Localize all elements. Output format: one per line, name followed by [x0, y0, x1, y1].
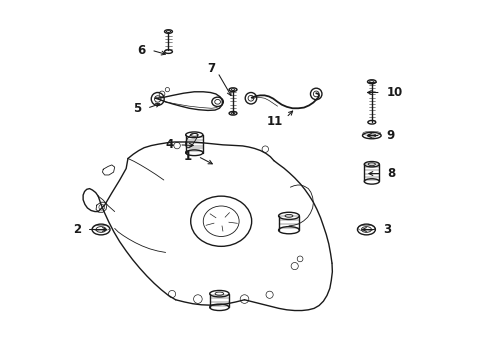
Text: 6: 6 — [137, 44, 145, 57]
Text: 8: 8 — [386, 167, 395, 180]
Text: 2: 2 — [73, 223, 81, 236]
Ellipse shape — [228, 88, 237, 91]
Ellipse shape — [364, 162, 379, 167]
Text: 1: 1 — [183, 150, 192, 163]
Text: 10: 10 — [386, 86, 402, 99]
Ellipse shape — [92, 224, 110, 235]
Ellipse shape — [209, 304, 228, 311]
Text: 11: 11 — [266, 115, 283, 128]
Ellipse shape — [185, 150, 203, 156]
Ellipse shape — [362, 132, 380, 139]
Ellipse shape — [228, 112, 237, 115]
Text: 4: 4 — [165, 138, 173, 151]
Ellipse shape — [367, 121, 375, 124]
Circle shape — [151, 93, 164, 105]
Ellipse shape — [209, 291, 228, 297]
Ellipse shape — [357, 224, 375, 235]
Ellipse shape — [164, 50, 172, 53]
Text: 7: 7 — [206, 62, 215, 75]
Ellipse shape — [185, 132, 203, 138]
Circle shape — [310, 88, 321, 100]
Circle shape — [244, 93, 256, 104]
Text: 3: 3 — [382, 223, 390, 236]
Ellipse shape — [278, 226, 299, 234]
Ellipse shape — [367, 80, 375, 84]
Ellipse shape — [278, 212, 299, 220]
Ellipse shape — [364, 179, 379, 184]
Text: 9: 9 — [386, 129, 394, 142]
Ellipse shape — [164, 30, 172, 33]
Ellipse shape — [211, 97, 223, 107]
Text: 5: 5 — [133, 102, 141, 115]
